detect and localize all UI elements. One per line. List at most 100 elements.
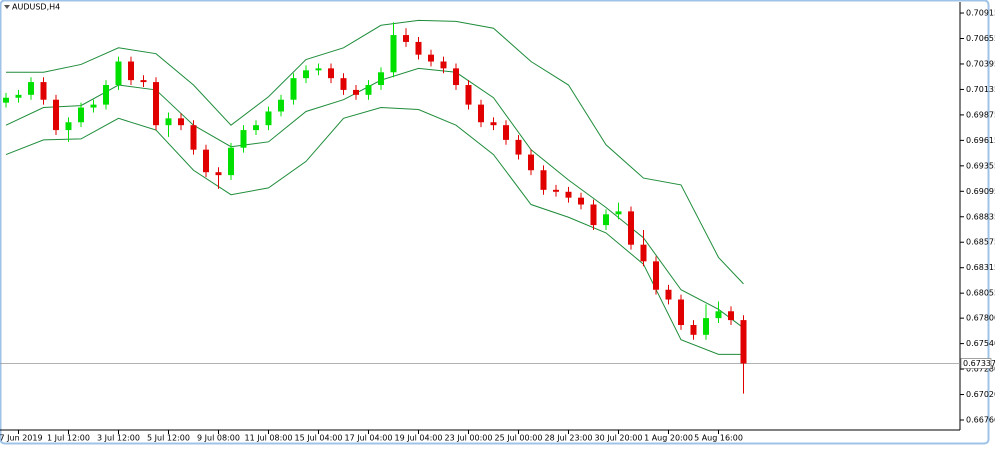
y-tick-label: 0.70655 xyxy=(966,34,995,43)
y-tick-label: 0.70395 xyxy=(966,59,995,68)
bollinger-band xyxy=(5,107,744,355)
current-price-box xyxy=(960,358,992,369)
candle-body xyxy=(215,172,222,176)
candle-body xyxy=(603,214,609,226)
x-tick-label: 5 Jul 12:00 xyxy=(147,434,190,443)
y-tick-label: 0.69095 xyxy=(966,187,995,196)
x-tick-label: 1 Jul 12:00 xyxy=(47,434,90,443)
candle-body xyxy=(240,130,247,148)
y-tick-label: 0.69615 xyxy=(966,136,995,145)
candle-body xyxy=(190,125,197,150)
candle-body xyxy=(53,99,59,131)
candle-body xyxy=(715,311,722,319)
candle-body xyxy=(565,191,572,198)
candle-body xyxy=(15,94,22,98)
current-price-label: 0.67337 xyxy=(963,359,995,368)
candle-body xyxy=(453,68,459,86)
candle-body xyxy=(115,61,122,86)
y-tick-label: 0.70915 xyxy=(966,9,995,18)
x-tick-label: 25 Jul 00:00 xyxy=(495,434,543,443)
candle-body xyxy=(415,41,422,55)
candle-body xyxy=(665,289,672,300)
candle-body xyxy=(315,68,322,71)
candle-body xyxy=(653,261,659,290)
candle-body xyxy=(378,72,384,86)
candle-body xyxy=(128,61,134,81)
candle-body xyxy=(28,82,34,95)
x-tick-label: 15 Jul 04:00 xyxy=(295,434,343,443)
candle-body xyxy=(403,35,409,42)
x-tick-label: 1 Aug 20:00 xyxy=(644,434,693,443)
symbol-icon xyxy=(4,5,10,9)
candle-body xyxy=(465,85,472,105)
x-tick-label: 30 Jul 20:00 xyxy=(595,434,643,443)
candle-body xyxy=(728,311,734,321)
candle-body xyxy=(490,122,497,126)
candle-body xyxy=(428,54,434,62)
chart-title: AUDUSD,H4 xyxy=(12,3,60,12)
candle-body xyxy=(340,78,347,90)
candle-body xyxy=(390,35,397,73)
candle-body xyxy=(40,82,47,100)
candle-body xyxy=(328,68,334,79)
y-tick-label: 0.68315 xyxy=(966,263,995,272)
candle-body xyxy=(3,97,9,103)
y-tick-label: 0.68055 xyxy=(966,289,995,298)
y-tick-label: 0.70135 xyxy=(966,85,995,94)
bollinger-band xyxy=(6,19,744,285)
y-tick-label: 0.66760 xyxy=(966,416,995,425)
x-tick-label: 3 Jul 12:00 xyxy=(97,434,140,443)
candle-body xyxy=(178,118,184,126)
candle-body xyxy=(515,139,522,155)
x-tick-label: 17 Jul 04:00 xyxy=(345,434,393,443)
candle-body xyxy=(203,149,209,173)
candle-body xyxy=(165,118,172,126)
candle-body xyxy=(103,85,109,105)
y-tick-label: 0.69355 xyxy=(966,161,995,170)
candle-body xyxy=(703,318,709,335)
candle-body xyxy=(628,211,634,245)
candle-body xyxy=(590,204,597,226)
candle-body xyxy=(303,70,309,79)
y-tick-label: 0.68575 xyxy=(966,238,995,247)
candle-body xyxy=(65,122,72,131)
x-tick-label: 19 Jul 04:00 xyxy=(395,434,443,443)
x-tick-label: 11 Jul 08:00 xyxy=(245,434,293,443)
candle-body xyxy=(278,99,284,112)
candle-body xyxy=(553,189,559,192)
x-tick-label: 27 Jun 2019 xyxy=(0,434,43,443)
candle-body xyxy=(353,89,359,95)
candle-body xyxy=(90,104,97,108)
y-tick-label: 0.69875 xyxy=(966,110,995,119)
x-tick-label: 23 Jul 00:00 xyxy=(445,434,493,443)
candle-body xyxy=(440,61,447,69)
candle-body xyxy=(503,125,509,140)
candle-body xyxy=(640,244,647,262)
candle-body xyxy=(228,147,234,176)
candle-body xyxy=(253,125,259,131)
candle-body xyxy=(153,82,159,126)
candle-body xyxy=(678,299,684,325)
candle-body xyxy=(365,85,372,95)
x-tick-label: 5 Aug 16:00 xyxy=(694,434,743,443)
candle-body xyxy=(140,80,147,83)
candle-body xyxy=(290,78,297,100)
candle-body xyxy=(78,107,84,123)
x-tick-label: 28 Jul 23:00 xyxy=(545,434,593,443)
candle-body xyxy=(690,324,697,335)
candle-body xyxy=(740,320,747,364)
y-tick-label: 0.68835 xyxy=(966,212,995,221)
candle-body xyxy=(615,211,622,215)
candle-body xyxy=(528,154,534,171)
candle-body xyxy=(265,111,272,126)
candle-body xyxy=(578,197,584,205)
candle-body xyxy=(540,170,547,190)
candle-body xyxy=(478,104,484,123)
x-tick-label: 9 Jul 08:00 xyxy=(197,434,240,443)
